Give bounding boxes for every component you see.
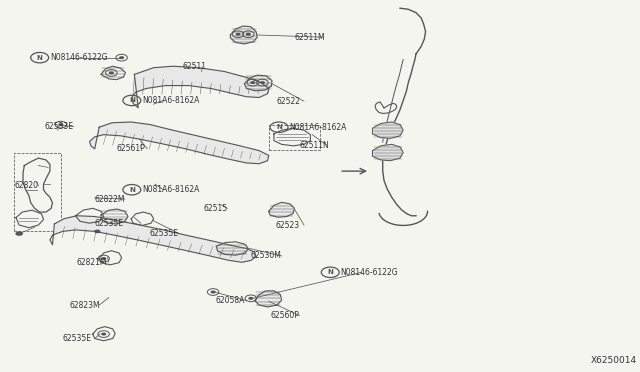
Text: 62515: 62515 [204,204,228,213]
Text: 62523: 62523 [275,221,300,230]
Text: 62511M: 62511M [294,33,325,42]
Circle shape [260,81,265,84]
Text: N081A6-8162A: N081A6-8162A [142,96,200,105]
Text: 62821M: 62821M [77,258,108,267]
Polygon shape [132,66,269,108]
Circle shape [236,33,241,36]
Text: 62535E: 62535E [149,229,178,238]
Text: 62535E: 62535E [95,219,124,228]
Polygon shape [372,122,403,138]
Text: N08146-6122G: N08146-6122G [50,53,108,62]
Text: N: N [327,269,333,275]
Text: 62820: 62820 [14,182,38,190]
Polygon shape [372,144,403,161]
Circle shape [248,297,253,300]
Circle shape [15,231,23,236]
Text: 62533E: 62533E [45,122,74,131]
Text: N08146-6122G: N08146-6122G [340,268,398,277]
Circle shape [94,230,100,233]
Circle shape [119,56,124,59]
Circle shape [101,257,106,260]
Text: N: N [129,97,135,103]
Text: N: N [276,124,282,130]
Text: N081A6-8162A: N081A6-8162A [142,185,200,194]
Text: 62822M: 62822M [95,195,125,203]
Circle shape [109,71,114,74]
Text: X6250014: X6250014 [591,356,637,365]
Polygon shape [244,75,272,91]
Circle shape [101,333,106,336]
Circle shape [58,123,63,126]
Text: 62511N: 62511N [300,141,329,150]
Polygon shape [230,26,257,44]
Text: 62560P: 62560P [271,311,300,320]
Text: 62535E: 62535E [63,334,92,343]
Circle shape [211,291,216,294]
Polygon shape [269,202,294,217]
Text: N: N [36,55,43,61]
Circle shape [250,81,255,84]
Polygon shape [90,122,269,164]
Polygon shape [255,291,282,307]
Text: 62511: 62511 [182,62,206,71]
Text: 62823M: 62823M [69,301,100,310]
Text: 62522: 62522 [276,97,301,106]
Text: 62530M: 62530M [251,251,282,260]
Text: N081A6-8162A: N081A6-8162A [289,123,347,132]
Text: 62561P: 62561P [116,144,145,153]
Polygon shape [50,216,256,262]
Circle shape [246,33,251,36]
Text: 62058A: 62058A [216,296,245,305]
Text: N: N [129,187,135,193]
